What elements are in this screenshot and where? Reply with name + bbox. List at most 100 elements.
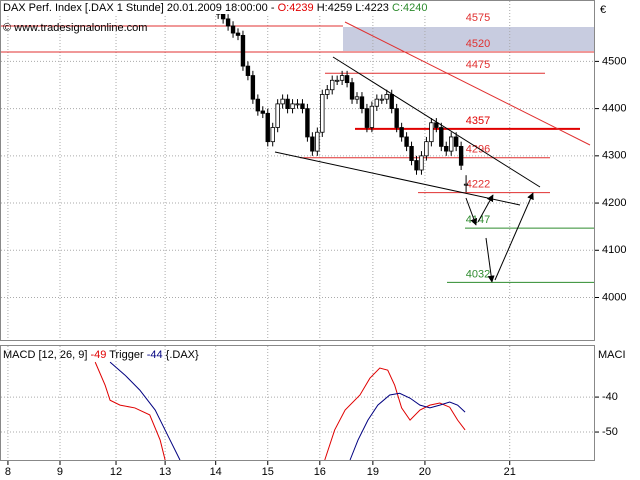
y-tick-label: -50: [602, 426, 618, 438]
x-tick-label: 8: [5, 466, 11, 478]
candle-body: [434, 122, 439, 128]
macd-legend: MACD [12, 26, 9] -49 Trigger -44 {.DAX}: [3, 349, 199, 361]
level-label: 4357: [466, 115, 490, 127]
candle-body: [300, 103, 305, 110]
y-tick-label: 4100: [602, 244, 626, 256]
candle-body: [369, 105, 375, 128]
candle-body: [275, 103, 280, 128]
candle-body: [389, 94, 394, 110]
candle-body: [449, 136, 454, 152]
candle-body: [374, 98, 380, 107]
candle-body: [240, 35, 246, 67]
candle-body: [463, 183, 469, 186]
candle-body: [295, 103, 300, 106]
x-tick-label: 20: [419, 466, 431, 478]
candle-body: [414, 160, 419, 171]
candle-body: [439, 127, 444, 147]
candle-body: [265, 112, 270, 143]
header-close: C:4240: [392, 2, 427, 14]
trend-line: [332, 56, 541, 188]
header-low: L:4223: [355, 2, 389, 14]
candle-body: [310, 136, 315, 152]
candle-body: [399, 127, 404, 138]
header-bg: [0, 0, 460, 14]
level-label: 4147: [466, 214, 490, 226]
candle-body: [290, 103, 295, 110]
candle-body: [429, 122, 434, 143]
arrow: [485, 237, 495, 283]
price-panel: [343, 27, 595, 51]
candle-body: [419, 155, 424, 171]
header-high: H:4259: [317, 2, 352, 14]
y-tick-label: -40: [602, 391, 618, 403]
line-series: [109, 361, 466, 461]
axis-label: MACI: [598, 349, 626, 361]
trend-line: [344, 21, 591, 146]
x-tick-label: 21: [504, 466, 516, 478]
y-tick-label: 4400: [602, 103, 626, 115]
candle-body: [424, 141, 429, 157]
candle-body: [344, 75, 350, 84]
level-label: 4296: [466, 144, 490, 156]
candle-body: [379, 98, 384, 101]
annotations: [274, 21, 591, 283]
candle-body: [250, 75, 256, 100]
candle-body: [260, 110, 265, 114]
arrow: [494, 192, 534, 281]
candle-body: [458, 145, 464, 166]
x-tick-label: 9: [57, 466, 63, 478]
x-tick-label: 13: [159, 466, 171, 478]
level-label: 4575: [466, 12, 490, 24]
candle-body: [354, 96, 360, 100]
y-tick-label: 4200: [602, 197, 626, 209]
candle-body: [235, 32, 241, 36]
candle-body: [339, 75, 345, 81]
level-label: 4475: [466, 59, 490, 71]
candle-body: [225, 18, 231, 27]
candle-body: [245, 65, 251, 76]
level-label: 4222: [466, 179, 490, 191]
candle-body: [315, 131, 320, 152]
currency: €: [600, 4, 606, 16]
zone: [343, 27, 595, 51]
candle-body: [270, 127, 275, 143]
y-tick-label: 4500: [602, 55, 626, 67]
x-tick-label: 15: [262, 466, 274, 478]
level-label: 4520: [466, 38, 490, 50]
candle-body: [305, 108, 310, 138]
level-label: 4032: [466, 268, 490, 280]
panel-border: [0, 345, 595, 461]
candle-body: [325, 89, 330, 95]
legend-symbol: {.DAX}: [166, 349, 199, 361]
arrow: [465, 197, 478, 226]
line-series: [94, 361, 466, 461]
arrow: [477, 194, 494, 223]
candle-body: [349, 82, 355, 100]
candle-body: [359, 96, 365, 110]
candle-body: [320, 94, 325, 133]
panel-border: [0, 0, 595, 341]
copyright: © www.tradesignalonline.com: [3, 22, 147, 34]
header-open: O:4239: [278, 2, 314, 14]
candle-body: [285, 98, 290, 110]
x-tick-label: 19: [367, 466, 379, 478]
candle-body: [230, 25, 236, 34]
candle-body: [444, 145, 449, 152]
candle-body: [409, 145, 414, 161]
header: DAX Perf. Index [.DAX 1 Stunde] 20.01.20…: [3, 2, 427, 14]
x-tick-label: 16: [314, 466, 326, 478]
header-title: DAX Perf. Index [.DAX 1 Stunde] 20.01.20…: [3, 2, 275, 14]
legend-macd: MACD [12, 26, 9]: [3, 349, 87, 361]
candle-body: [334, 79, 340, 82]
trend-line: [274, 151, 521, 206]
candle-body: [394, 108, 399, 128]
legend-trigger: Trigger: [109, 349, 144, 361]
y-tick-label: 4000: [602, 291, 626, 303]
legend-macd-value: -49: [90, 349, 106, 361]
candle-body: [384, 94, 389, 100]
candle-body: [330, 79, 335, 91]
candle-body: [220, 13, 226, 20]
